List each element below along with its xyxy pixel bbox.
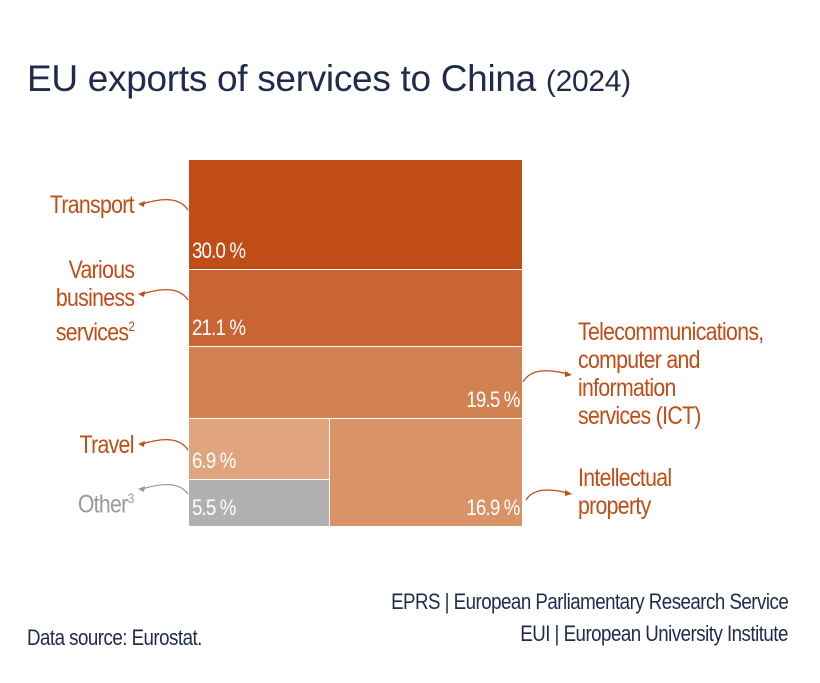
label-line: computer and: [578, 346, 700, 374]
footnote-marker: 2: [128, 318, 135, 334]
arrow-ict: [522, 370, 569, 383]
arrow-ip: [525, 489, 569, 501]
label-transport: Transport: [49, 191, 135, 219]
cell-intellectual-property: 16.9 %: [329, 418, 523, 527]
label-various-business-services: Various business services2: [55, 256, 135, 347]
credit-eprs: EPRS | European Parliamentary Research S…: [390, 589, 789, 614]
value-label: 16.9 %: [465, 495, 520, 520]
cell-travel: 6.9 %: [188, 418, 330, 480]
arrow-travel: [141, 439, 189, 451]
arrow-transport: [141, 199, 189, 211]
chart-title: EU exports of services to China (2024): [27, 58, 631, 100]
label-text: Other: [78, 490, 129, 519]
title-year: (2024): [545, 65, 631, 98]
cell-various-business-services: 21.1 %: [188, 269, 523, 347]
label-line: services: [55, 318, 129, 347]
label-travel: Travel: [79, 431, 135, 459]
label-other: Other3: [78, 484, 134, 518]
credit-eui: EUI | European University Institute: [520, 621, 788, 646]
value-label: 21.1 %: [192, 315, 246, 340]
value-label: 19.5 %: [465, 387, 520, 412]
footnote-marker: 3: [128, 490, 135, 506]
label-intellectual-property: Intellectual property: [578, 464, 672, 520]
label-text: Travel: [79, 431, 135, 459]
label-line: business: [55, 284, 135, 312]
title-text: EU exports of services to China: [27, 58, 536, 99]
label-ict: Telecommunications, computer and informa…: [578, 318, 764, 430]
label-line: property: [578, 492, 651, 520]
value-label: 30.0 %: [192, 238, 246, 263]
arrow-various: [141, 289, 189, 301]
value-label: 6.9 %: [192, 448, 236, 473]
label-line: services (ICT): [578, 402, 701, 430]
label-text: Transport: [49, 191, 135, 219]
cell-transport: 30.0 %: [188, 159, 523, 270]
arrow-other: [141, 484, 189, 495]
label-line: Telecommunications,: [578, 318, 764, 346]
value-label: 5.5 %: [192, 495, 236, 520]
label-line: Various: [68, 256, 134, 284]
data-source: Data source: Eurostat.: [27, 625, 202, 650]
label-line: information: [578, 374, 676, 402]
label-line: Intellectual: [578, 464, 672, 492]
